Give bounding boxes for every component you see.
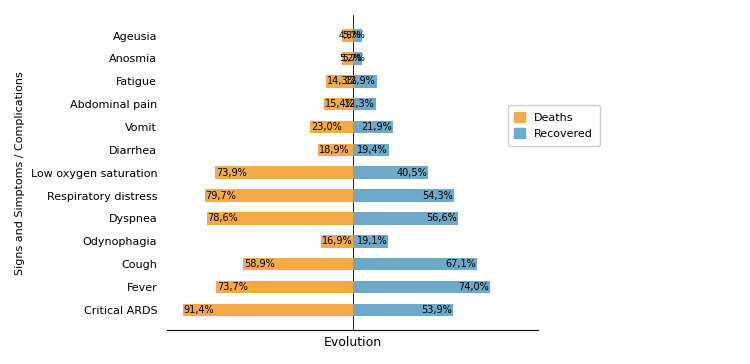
Bar — [243, 258, 352, 270]
Text: 53,9%: 53,9% — [421, 305, 452, 315]
Bar — [352, 29, 362, 42]
Bar — [205, 189, 352, 202]
Text: 5,2%: 5,2% — [339, 54, 362, 63]
Text: 14,3%: 14,3% — [327, 76, 358, 86]
Text: 74,0%: 74,0% — [458, 282, 489, 292]
Bar — [317, 143, 352, 156]
Bar — [342, 29, 352, 42]
Bar — [215, 166, 352, 179]
Bar — [352, 143, 388, 156]
Text: 21,9%: 21,9% — [362, 122, 392, 132]
Text: 79,7%: 79,7% — [206, 191, 236, 201]
Bar — [352, 98, 376, 110]
Bar — [324, 98, 352, 110]
Text: 73,9%: 73,9% — [216, 168, 247, 178]
Text: 91,4%: 91,4% — [184, 305, 214, 315]
Text: 56,6%: 56,6% — [426, 213, 457, 223]
Bar — [352, 212, 458, 225]
Bar — [352, 235, 388, 248]
Bar — [352, 189, 454, 202]
Bar — [321, 235, 352, 248]
Text: 19,4%: 19,4% — [357, 145, 388, 155]
Bar — [207, 212, 352, 225]
Text: 5,7%: 5,7% — [343, 31, 365, 40]
Bar — [352, 52, 362, 65]
Text: 78,6%: 78,6% — [208, 213, 238, 223]
Text: 12,3%: 12,3% — [344, 99, 374, 109]
X-axis label: Evolution: Evolution — [323, 336, 382, 349]
Text: 5,7%: 5,7% — [343, 54, 365, 63]
Bar — [352, 166, 428, 179]
Text: 73,7%: 73,7% — [217, 282, 248, 292]
Text: 18,9%: 18,9% — [319, 145, 349, 155]
Text: 15,4%: 15,4% — [325, 99, 356, 109]
Text: 12,9%: 12,9% — [345, 76, 376, 86]
Bar — [352, 75, 376, 88]
Bar — [352, 121, 393, 133]
Bar — [352, 258, 477, 270]
Text: 67,1%: 67,1% — [446, 259, 476, 269]
Bar — [352, 281, 490, 293]
Legend: Deaths, Recovered: Deaths, Recovered — [508, 105, 600, 146]
Text: 23,0%: 23,0% — [310, 122, 341, 132]
Text: 16,9%: 16,9% — [322, 236, 352, 246]
Text: 58,9%: 58,9% — [244, 259, 275, 269]
Text: 54,3%: 54,3% — [422, 191, 452, 201]
Bar — [216, 281, 352, 293]
Bar — [183, 304, 352, 316]
Text: 4,8%: 4,8% — [338, 31, 361, 40]
Text: 19,1%: 19,1% — [356, 236, 387, 246]
Bar — [310, 121, 352, 133]
Y-axis label: Signs and Simptoms / Complications: Signs and Simptoms / Complications — [15, 71, 25, 274]
Bar — [342, 52, 352, 65]
Bar — [352, 304, 453, 316]
Bar — [326, 75, 352, 88]
Text: 40,5%: 40,5% — [396, 168, 427, 178]
